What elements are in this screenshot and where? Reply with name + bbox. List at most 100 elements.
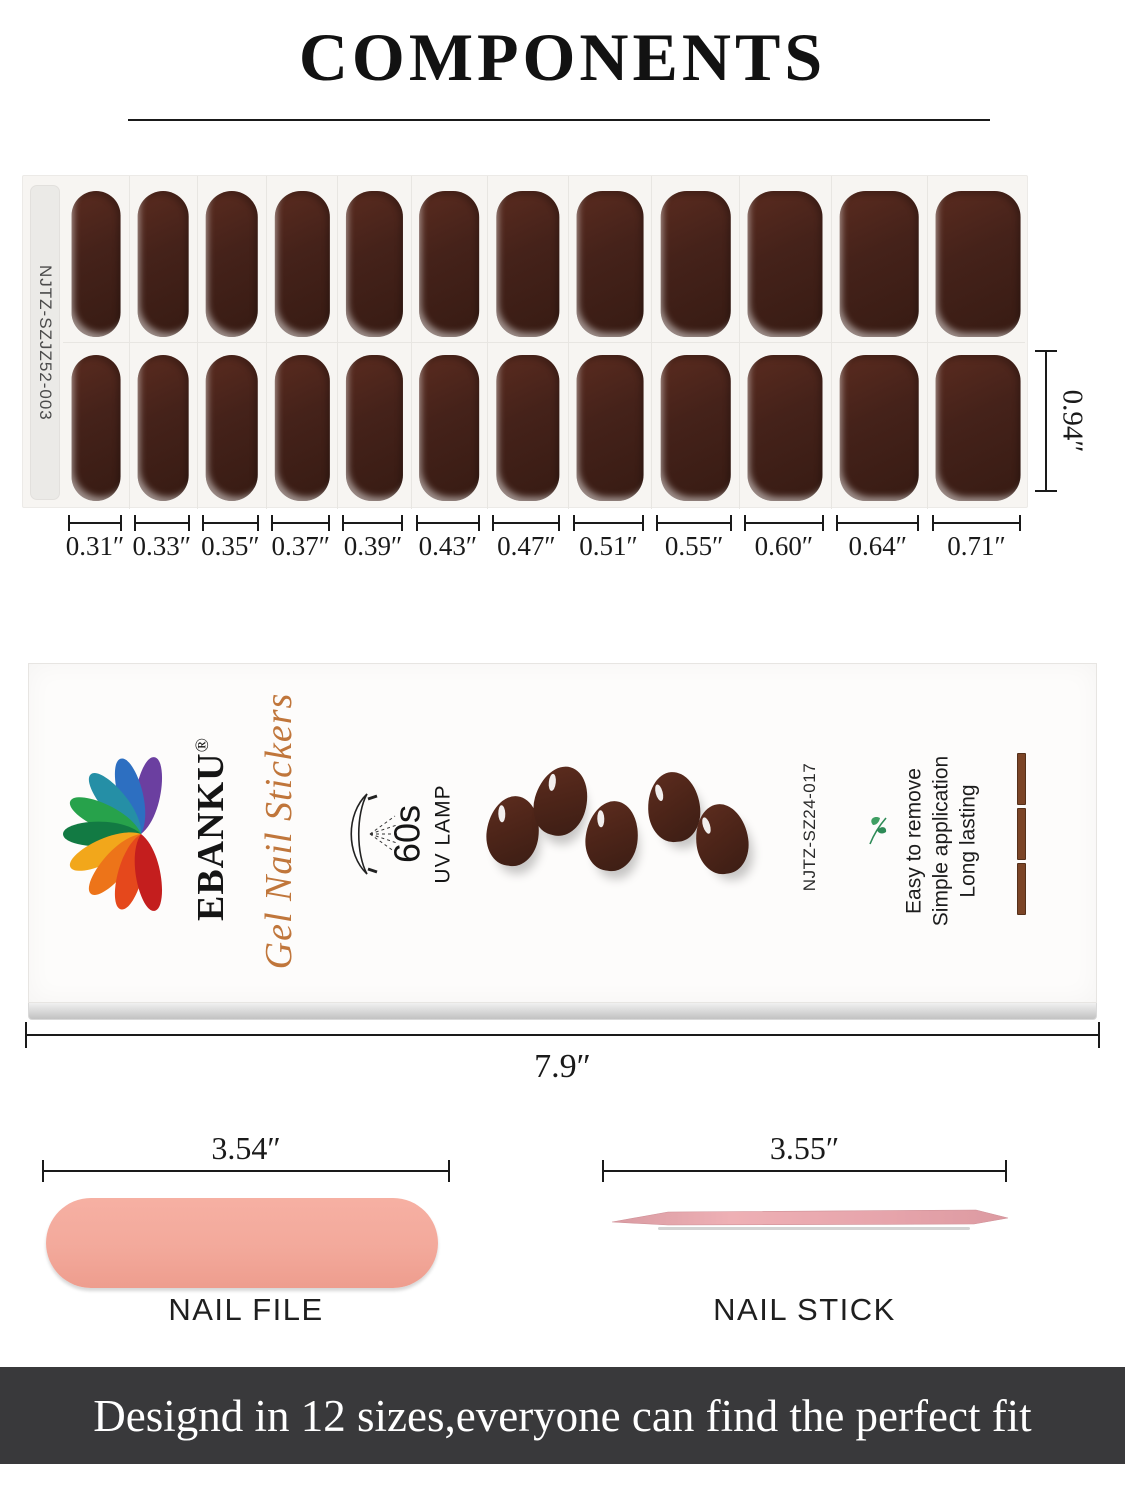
rainbow-flower-logo-icon: [63, 757, 163, 911]
size-label: 0.55″: [664, 531, 724, 561]
lamp-label: UV LAMP: [431, 784, 455, 884]
nail-sticker: [935, 355, 1021, 501]
size-bracket: [835, 515, 920, 531]
size-bracket: [133, 515, 190, 531]
size-label: 0.43″: [418, 531, 478, 561]
box-bottom-edge: [28, 1003, 1097, 1020]
size-bracket: [271, 515, 331, 531]
logo-petal: [114, 758, 146, 834]
feature-item: Simple application: [929, 755, 953, 927]
package-nail: [691, 800, 753, 878]
feature-list: Easy to remove Simple application Long l…: [901, 756, 982, 926]
nail-sticker: [839, 355, 919, 501]
nail-sticker: [660, 355, 731, 501]
product-box: EBANKU® Gel Nail Stickers 60s UV LAMP NJ…: [28, 663, 1097, 1020]
size-label: 0.31″: [65, 531, 125, 561]
size-dimension: 0.35″: [196, 508, 266, 562]
stick-size-label: 3.55″: [769, 1130, 840, 1166]
nail-sticker: [137, 191, 189, 337]
stick-dimension: [602, 1160, 1007, 1182]
sheet-height-dimension: [1035, 350, 1057, 492]
size-label: 0.64″: [848, 531, 907, 561]
color-swatch: [1017, 863, 1026, 915]
size-dimension: 0.33″: [128, 508, 196, 562]
nail-sticker: [576, 355, 644, 501]
page-title: COMPONENTS: [298, 19, 827, 95]
box-width-label: 7.9″: [534, 1048, 591, 1085]
size-bracket: [572, 515, 645, 531]
nail-sticker: [576, 191, 644, 337]
sheet-column: [266, 176, 337, 509]
file-size-label: 3.54″: [211, 1130, 281, 1166]
size-label: 0.37″: [271, 531, 330, 561]
nail-sticker: [275, 355, 330, 501]
package-nail: [581, 797, 643, 875]
uv-lamp-spec: 60s UV LAMP: [387, 784, 456, 883]
product-name: Gel Nail Stickers: [258, 692, 300, 970]
feature-item: Easy to remove: [902, 768, 926, 914]
nail-sticker: [346, 355, 403, 501]
size-bracket: [68, 515, 122, 531]
size-dimension: 0.39″: [336, 508, 409, 562]
box-face: EBANKU® Gel Nail Stickers 60s UV LAMP NJ…: [28, 663, 1097, 1003]
size-label: 0.39″: [343, 531, 403, 561]
nail-sticker: [935, 191, 1021, 337]
size-label: 0.51″: [579, 531, 638, 561]
sheet-column: [337, 176, 410, 509]
leaf-icon: [869, 816, 887, 845]
sheet-column: [651, 176, 739, 509]
registered-mark: ®: [192, 736, 213, 753]
sheet-height-label: 0.94″: [1056, 389, 1089, 453]
nail-sticker: [346, 191, 403, 337]
nail-sticker: [137, 355, 189, 501]
sheet-column: [63, 176, 129, 509]
size-bracket: [931, 515, 1022, 531]
size-label: 0.33″: [132, 531, 191, 561]
size-dimension: 0.51″: [567, 508, 651, 562]
banner-text: Designd in 12 sizes,everyone can find th…: [93, 1390, 1032, 1441]
size-dimension-row: 0.31″ 0.33″ 0.35″ 0.37″ 0.39″ 0.43″ 0.47″ 0.51″…: [0, 508, 1125, 598]
file-name-label: NAIL FILE: [168, 1292, 324, 1327]
color-swatch: [1017, 808, 1026, 860]
sheet-column: [567, 176, 652, 509]
size-dimension: 0.60″: [738, 508, 830, 562]
size-dimension: 0.43″: [410, 508, 487, 562]
size-dimension: 0.31″: [62, 508, 128, 562]
nail-stick: [611, 1209, 1009, 1230]
nail-sticker: [660, 191, 731, 337]
size-bracket: [201, 515, 260, 531]
color-swatch: [1017, 753, 1026, 805]
sheet-column: [926, 176, 1029, 509]
sheet-column: [487, 176, 567, 509]
nail-sticker: [71, 191, 121, 337]
lamp-time: 60s: [386, 804, 428, 864]
nail-sticker: [275, 191, 330, 337]
bottom-banner: Designd in 12 sizes,everyone can find th…: [0, 1367, 1125, 1464]
nail-sticker: [71, 355, 121, 501]
file-dimension: [42, 1160, 450, 1182]
nail-sticker: [747, 191, 823, 337]
size-bracket: [492, 515, 561, 531]
sheet-column: [410, 176, 488, 509]
stick-name-label: NAIL STICK: [713, 1292, 896, 1327]
model-number: NJTZ-SZ24-017: [800, 762, 819, 892]
size-bracket: [342, 515, 404, 531]
title-underline: [128, 119, 990, 121]
nail-sticker: [205, 191, 259, 337]
size-bracket: [743, 515, 824, 531]
box-width-dimension: [25, 1022, 1100, 1048]
size-label: 0.60″: [754, 531, 814, 561]
size-dimension: 0.47″: [486, 508, 566, 562]
sheet-column: [128, 176, 197, 509]
uv-lamp-icon: [350, 793, 398, 875]
size-label: 0.71″: [947, 531, 1006, 561]
sheet-column: [196, 176, 267, 509]
brand-name: EBANKU: [190, 752, 232, 922]
nail-sticker: [839, 191, 919, 337]
sheet-column: [830, 176, 927, 509]
size-dimension: 0.37″: [265, 508, 336, 562]
nail-sticker: [496, 191, 560, 337]
nail-sticker: [419, 355, 480, 501]
nail-sticker: [419, 191, 480, 337]
